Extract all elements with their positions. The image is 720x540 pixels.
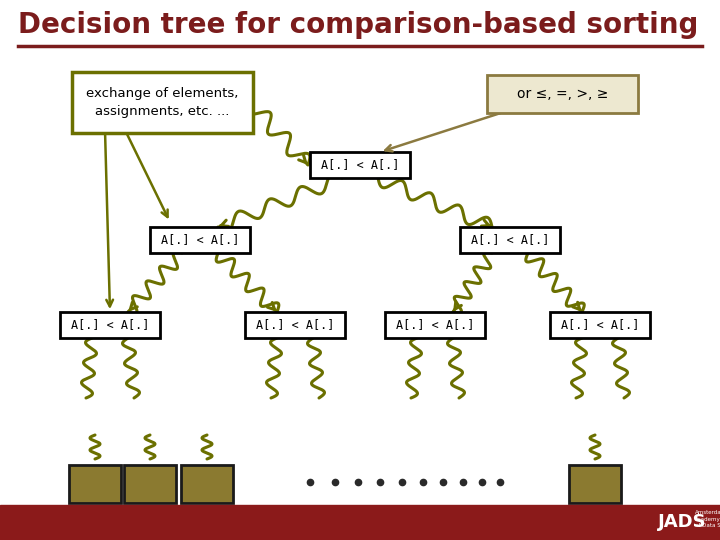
FancyBboxPatch shape [310, 152, 410, 178]
Bar [569, 465, 621, 503]
FancyBboxPatch shape [72, 72, 253, 133]
FancyBboxPatch shape [150, 227, 250, 253]
Bar [69, 465, 121, 503]
FancyBboxPatch shape [385, 312, 485, 338]
Text: A[.] < A[.]: A[.] < A[.] [256, 319, 334, 332]
Text: A[.] < A[.]: A[.] < A[.] [71, 319, 149, 332]
Text: A[.] < A[.]: A[.] < A[.] [396, 319, 474, 332]
FancyBboxPatch shape [550, 312, 650, 338]
Text: A[.] < A[.]: A[.] < A[.] [161, 233, 239, 246]
FancyBboxPatch shape [460, 227, 560, 253]
Text: or ≤, =, >, ≥: or ≤, =, >, ≥ [517, 87, 608, 101]
Text: A[.] < A[.]: A[.] < A[.] [321, 159, 399, 172]
Text: A[.] < A[.]: A[.] < A[.] [471, 233, 549, 246]
Text: Amsterdam
Academy
of Data Science: Amsterdam Academy of Data Science [695, 510, 720, 528]
Text: JADS: JADS [658, 513, 706, 531]
Bar [0, 505, 720, 540]
FancyBboxPatch shape [245, 312, 345, 338]
FancyBboxPatch shape [487, 75, 638, 113]
Text: A[.] < A[.]: A[.] < A[.] [561, 319, 639, 332]
FancyBboxPatch shape [60, 312, 160, 338]
Bar [181, 465, 233, 503]
Text: Decision tree for comparison-based sorting: Decision tree for comparison-based sorti… [18, 11, 698, 39]
Text: exchange of elements,
assignments, etc. ...: exchange of elements, assignments, etc. … [86, 87, 239, 118]
Bar [124, 465, 176, 503]
